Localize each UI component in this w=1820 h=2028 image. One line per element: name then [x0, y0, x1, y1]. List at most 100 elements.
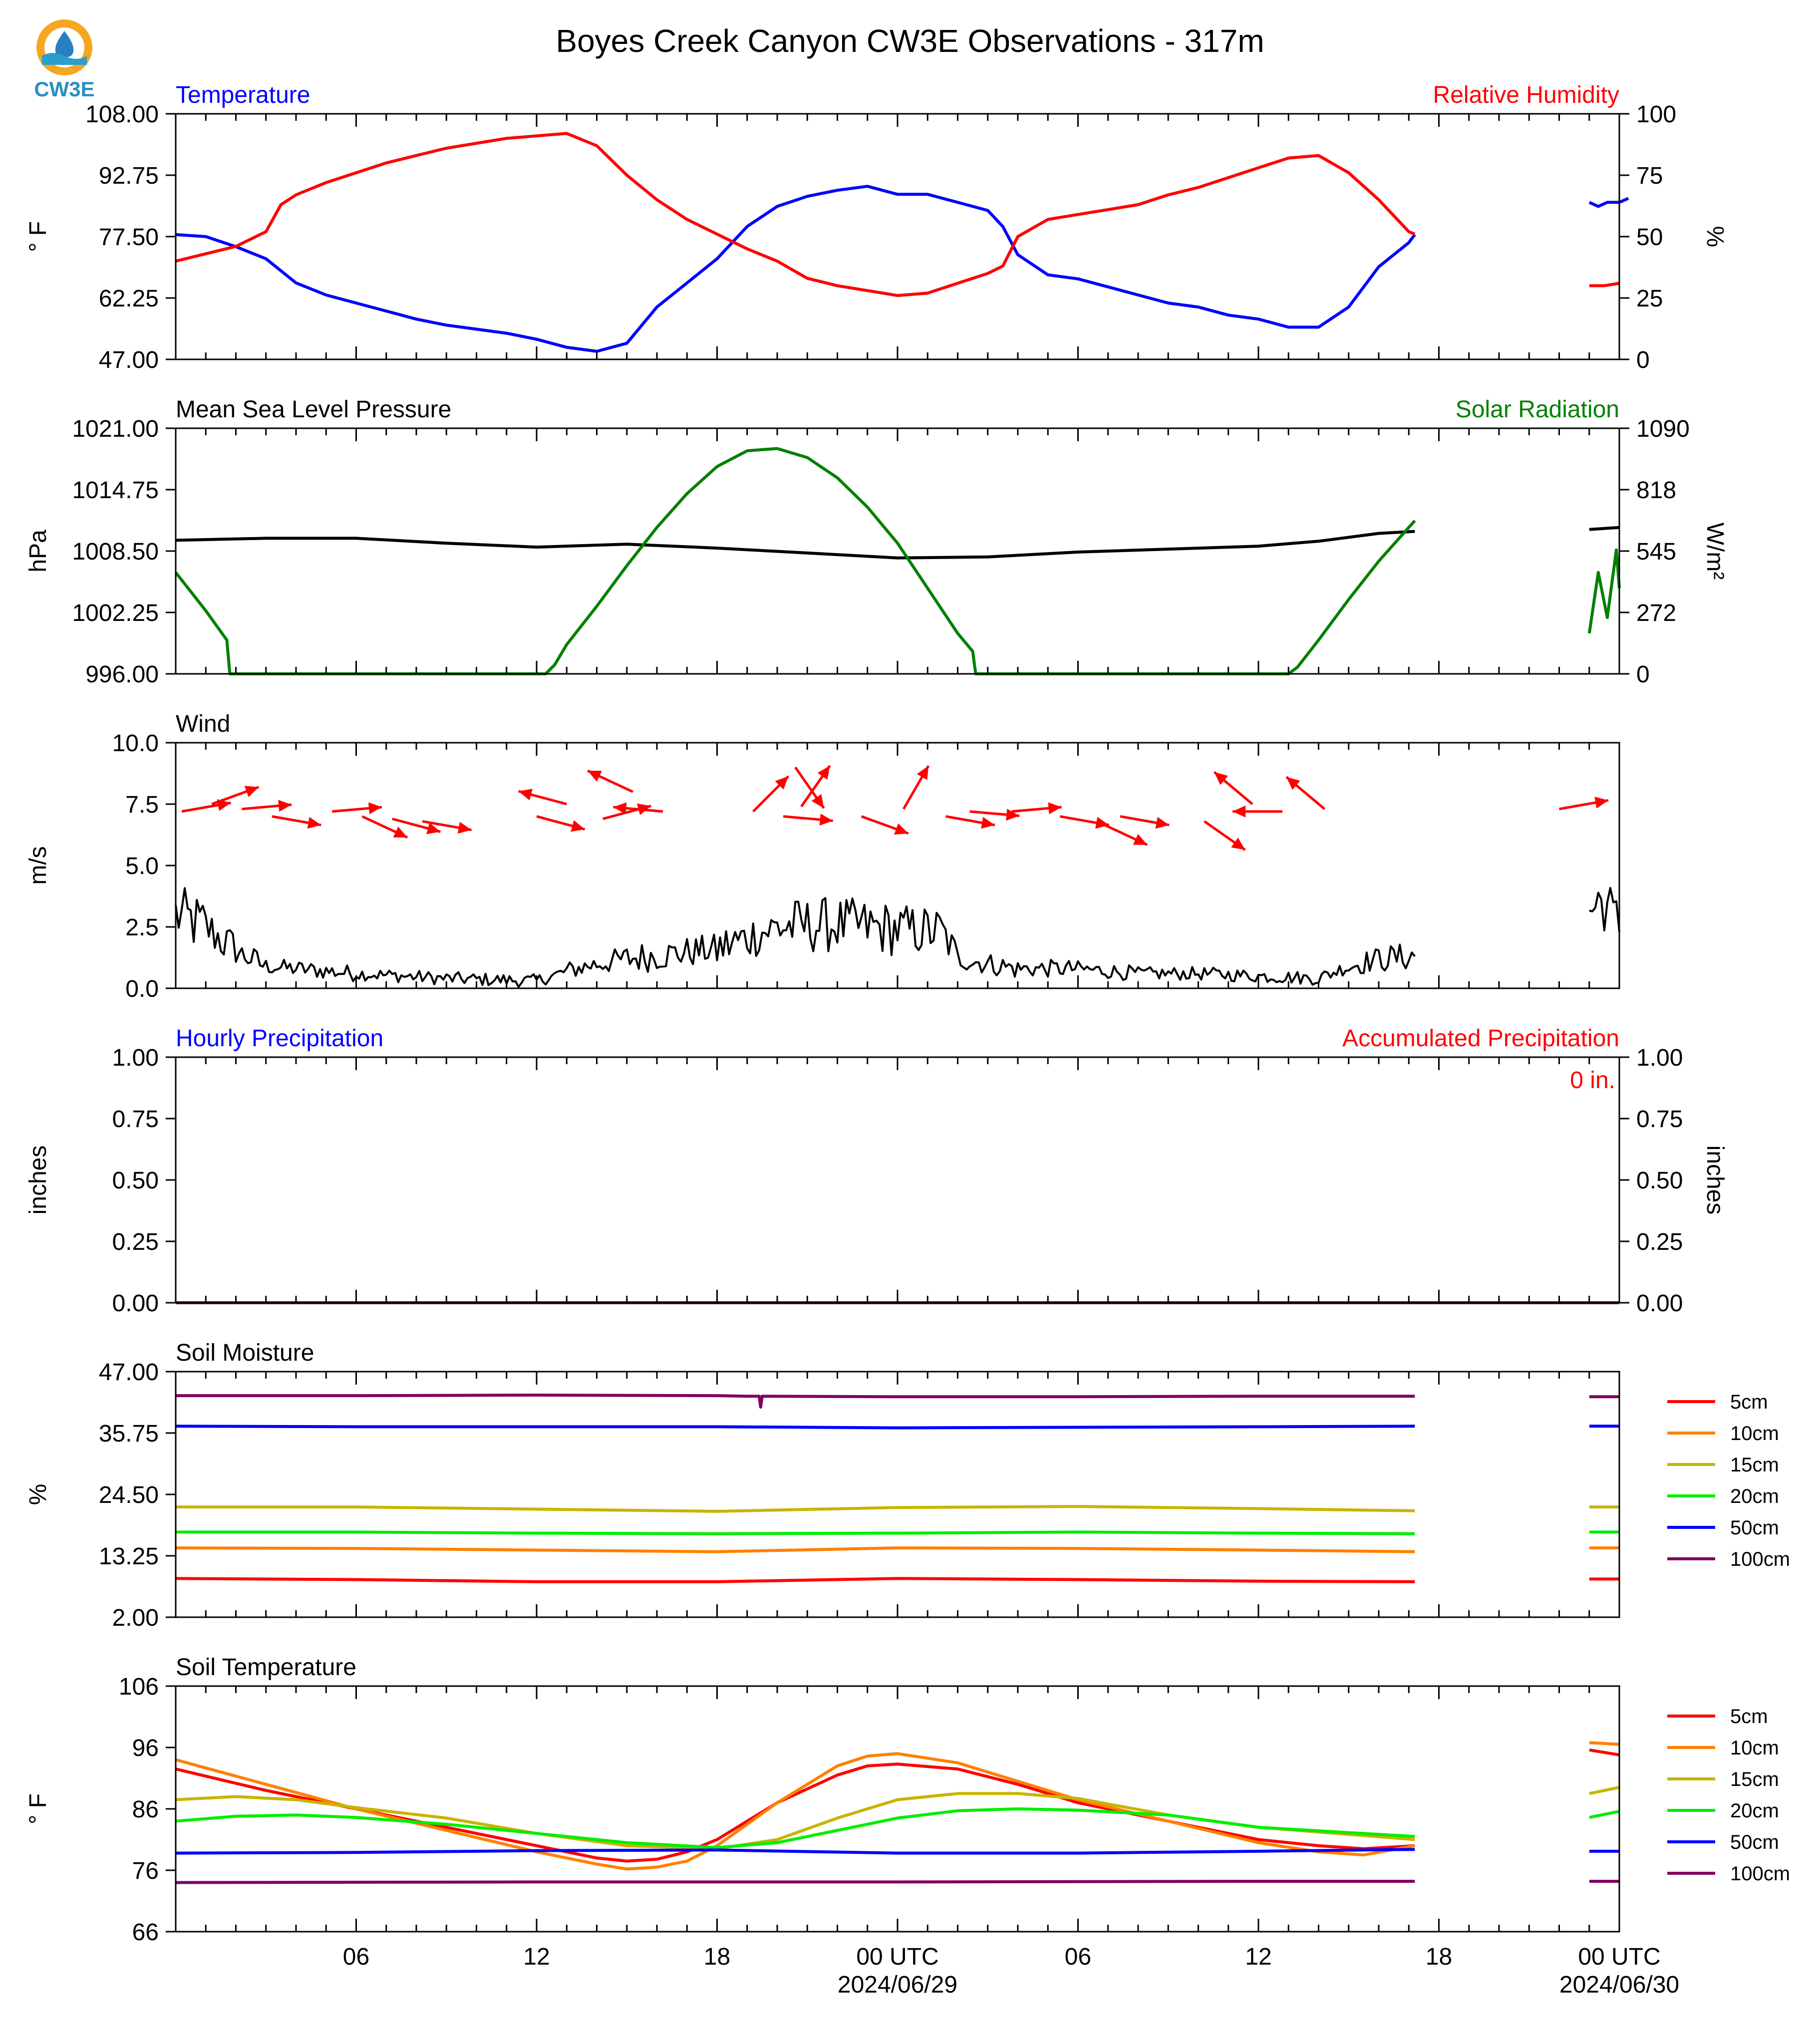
y-tick-label-left: 1008.50 [72, 539, 159, 565]
y-tick-label-left: 0.75 [112, 1106, 159, 1133]
y-tick-label-left: 996.00 [85, 661, 159, 688]
wind-arrow-head [894, 823, 909, 835]
wind-arrow-head [307, 817, 321, 829]
wind-arrow-head [775, 776, 789, 790]
wind-arrow [242, 800, 292, 812]
x-tick-label: 00 UTC [1578, 1944, 1660, 1970]
y-tick-label-right: 50 [1636, 224, 1663, 251]
series-line-20cm-1 [1589, 1809, 1620, 1819]
wind-arrow [587, 769, 633, 793]
y-tick-label-right: 0.50 [1636, 1167, 1683, 1194]
series-line-mean-sea-level-pressure-0 [175, 530, 1415, 560]
series-line-wind-0 [175, 887, 1416, 988]
wind-arrow [392, 818, 441, 835]
wind-arrow-head [1006, 809, 1020, 821]
legend-label: 50cm [1730, 1831, 1779, 1853]
panel-soil_temperature: 66 76 86 96 106 Soil Temperature ° F 5cm 10cm 15c… [25, 1654, 1790, 1998]
y-tick-label-left: 2.00 [112, 1605, 159, 1631]
wind-arrow-head [244, 786, 259, 797]
panel-title-right: Relative Humidity [1433, 82, 1619, 108]
legend-label: 5cm [1730, 1706, 1768, 1728]
series-line-20cm-0 [175, 1807, 1415, 1849]
wind-arrow-head [1133, 834, 1148, 845]
series-line-100cm-0 [175, 1880, 1415, 1884]
legend-label: 15cm [1730, 1768, 1779, 1790]
y-tick-label-right: 0.75 [1636, 1106, 1683, 1133]
panel-wind: 0.0 2.5 5.0 7.5 10.0 Wind m/s [25, 711, 1620, 1002]
wind-arrow [536, 815, 586, 832]
panel-title-left: Soil Temperature [176, 1654, 356, 1681]
y-tick-label-right: 0 [1636, 661, 1650, 688]
logo-water [42, 53, 87, 65]
wind-arrow-head [817, 766, 830, 780]
wind-arrow-head [278, 800, 292, 812]
series-line-5cm-0 [175, 1577, 1415, 1583]
wind-arrow [945, 815, 995, 829]
series-line-wind-1 [1589, 887, 1620, 932]
series-line-100cm-0 [176, 1394, 1415, 1409]
y-tick-label-left: 0.25 [112, 1229, 159, 1255]
x-tick-label: 12 [1245, 1944, 1271, 1970]
panel-title-right: Accumulated Precipitation [1342, 1025, 1619, 1052]
wind-arrow-head [1232, 805, 1246, 818]
series-line-20cm-0 [176, 1530, 1415, 1535]
y-axis-label-left: ° F [25, 1793, 51, 1824]
wind-arrow-head [916, 766, 929, 780]
series-line-10cm-1 [1589, 1741, 1620, 1746]
y-tick-label-right: 1090 [1636, 416, 1690, 442]
y-tick-label-left: 7.5 [125, 792, 159, 818]
y-tick-label-left: 47.00 [99, 347, 159, 373]
y-tick-label-left: 92.75 [99, 163, 159, 189]
wind-arrow [783, 814, 833, 826]
x-tick-label: 06 [1065, 1944, 1091, 1970]
y-tick-label-right: 818 [1636, 477, 1676, 504]
y-tick-label-right: 0 [1636, 347, 1650, 373]
legend: 5cm 10cm 15cm 20cm 50cm 100cm [1667, 1391, 1790, 1570]
y-tick-label-right: 25 [1636, 286, 1663, 312]
y-tick-label-left: 0.00 [112, 1290, 159, 1317]
logo-drop [55, 31, 74, 58]
wind-arrow-head [457, 822, 472, 834]
series-line-15cm-0 [176, 1505, 1415, 1513]
y-tick-label-left: 1014.75 [72, 477, 159, 504]
wind-arrow-head [1594, 797, 1608, 809]
panel-title-left: Mean Sea Level Pressure [176, 396, 451, 423]
y-tick-label-left: 10.0 [112, 730, 159, 757]
y-tick-label-left: 76 [132, 1858, 159, 1884]
wind-arrow [902, 765, 930, 810]
legend: 5cm 10cm 15cm 20cm 50cm 100cm [1667, 1706, 1790, 1885]
y-axis-label-right: W/m² [1702, 523, 1728, 580]
wind-arrow-head [1155, 817, 1170, 829]
y-tick-label-left: 13.25 [99, 1543, 159, 1570]
legend-label: 10cm [1730, 1423, 1779, 1445]
y-axis-label-left: m/s [25, 846, 51, 884]
wind-arrow [332, 802, 382, 815]
wind-arrow-head [571, 820, 585, 832]
wind-arrow [1101, 823, 1148, 846]
y-tick-label-right: 0.25 [1636, 1229, 1683, 1255]
panel-title-right: Solar Radiation [1456, 396, 1619, 423]
wind-arrow-head [1231, 838, 1245, 850]
wind-arrow-head [393, 826, 408, 838]
wind-arrow [361, 815, 408, 839]
wind-arrow [1120, 815, 1170, 829]
y-tick-label-left: 5.0 [125, 853, 159, 879]
wind-arrow-head [426, 823, 441, 835]
wind-arrow [1559, 797, 1609, 811]
legend-label: 15cm [1730, 1454, 1779, 1476]
y-tick-label-left: 86 [132, 1796, 159, 1823]
wind-arrow-head [1286, 777, 1300, 790]
y-axis-label-left: ° F [25, 221, 51, 252]
y-tick-label-left: 1.00 [112, 1045, 159, 1071]
wind-arrow [1011, 802, 1062, 815]
x-tick-label: 18 [1426, 1944, 1452, 1970]
wind-arrow [1204, 820, 1246, 851]
series-line-temperature-1 [1588, 197, 1629, 208]
y-axis-label-right: inches [1702, 1146, 1728, 1215]
y-tick-label-left: 1021.00 [72, 416, 159, 442]
series-line-temperature-0 [175, 185, 1416, 353]
y-tick-label-right: 1.00 [1636, 1045, 1683, 1071]
series-line-10cm-0 [175, 1752, 1415, 1871]
